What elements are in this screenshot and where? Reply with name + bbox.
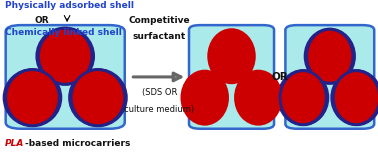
Text: culture medium): culture medium)	[124, 105, 195, 114]
Ellipse shape	[207, 28, 256, 84]
Text: -based microcarriers: -based microcarriers	[25, 139, 130, 148]
Ellipse shape	[280, 71, 326, 125]
Ellipse shape	[181, 70, 229, 126]
Text: OR: OR	[34, 16, 49, 25]
Ellipse shape	[330, 69, 378, 126]
Ellipse shape	[36, 27, 95, 86]
FancyBboxPatch shape	[285, 25, 374, 129]
Ellipse shape	[39, 28, 92, 84]
Text: (SDS OR: (SDS OR	[142, 88, 177, 97]
Text: Chemically linked shell: Chemically linked shell	[5, 28, 121, 37]
Ellipse shape	[6, 70, 59, 126]
Ellipse shape	[277, 69, 329, 126]
FancyBboxPatch shape	[6, 25, 125, 129]
Text: surfactant: surfactant	[133, 32, 186, 41]
Text: PLA: PLA	[5, 139, 24, 148]
FancyBboxPatch shape	[189, 25, 274, 129]
Ellipse shape	[68, 68, 128, 127]
Ellipse shape	[3, 68, 62, 127]
Text: OR: OR	[271, 72, 288, 82]
Ellipse shape	[307, 29, 353, 83]
Ellipse shape	[304, 28, 356, 85]
Ellipse shape	[71, 70, 125, 126]
Text: Competitive: Competitive	[129, 16, 191, 25]
Text: Physically adsorbed shell: Physically adsorbed shell	[5, 1, 133, 10]
Ellipse shape	[234, 70, 283, 126]
Ellipse shape	[333, 71, 378, 125]
